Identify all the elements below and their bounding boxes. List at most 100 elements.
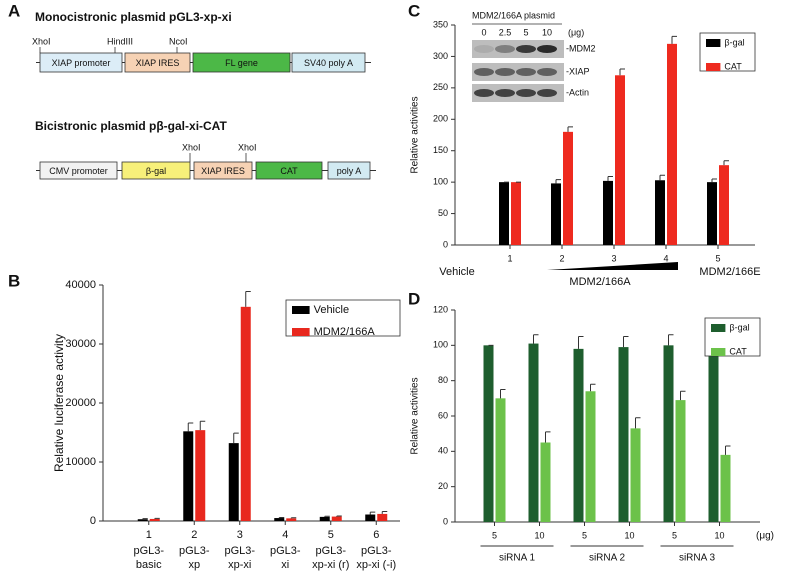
- site-label: XhoI: [238, 142, 257, 152]
- error-bar: [619, 68, 625, 76]
- element-label: CMV promoter: [49, 166, 108, 176]
- error-bar: [154, 517, 160, 519]
- error-bar: [725, 445, 731, 455]
- site-label: HindIII: [107, 36, 133, 46]
- bar: [573, 348, 584, 522]
- category-name: xp: [188, 559, 200, 571]
- blot-band: [537, 68, 557, 76]
- bar: [195, 430, 206, 521]
- category-name: pGL3-: [315, 545, 346, 557]
- error-bar: [607, 175, 613, 181]
- category-name: xi: [281, 559, 289, 571]
- category-name: basic: [136, 559, 162, 571]
- panel-label: D: [408, 289, 420, 308]
- plasmid-element: [327, 161, 371, 180]
- legend-label: β-gal: [729, 322, 749, 332]
- category-name: xp-xi: [228, 559, 251, 571]
- bar: [286, 518, 297, 521]
- x-tick-label: 2: [559, 253, 564, 263]
- bar: [707, 182, 717, 245]
- blot-band: [474, 89, 494, 97]
- dose-label: 5: [523, 27, 528, 37]
- error-bar: [723, 160, 729, 166]
- bar: [511, 182, 521, 245]
- bar: [551, 183, 561, 245]
- error-bar: [555, 179, 561, 184]
- y-tick-label: 40: [438, 446, 448, 456]
- bar: [720, 454, 731, 522]
- x-tick-label: 5: [672, 530, 677, 540]
- legend-swatch: [711, 348, 726, 356]
- blot-band: [516, 45, 536, 53]
- plasmid-element: [193, 161, 253, 180]
- blot-band: [516, 89, 536, 97]
- y-tick-label: 300: [433, 51, 448, 61]
- x-tick-label: 3: [237, 529, 243, 541]
- site-label: XhoI: [32, 36, 51, 46]
- bar: [240, 306, 251, 521]
- element-label: XIAP IRES: [136, 58, 180, 68]
- plasmid-element: [121, 161, 191, 180]
- bar: [149, 518, 160, 521]
- bar: [630, 428, 641, 522]
- dose-label: 0: [481, 27, 486, 37]
- y-tick-label: 50: [438, 208, 448, 218]
- panel-label: C: [408, 1, 420, 20]
- error-bar: [671, 35, 677, 44]
- error-bar: [187, 422, 194, 432]
- group-label: siRNA 2: [589, 553, 626, 564]
- x-tick-label: 1: [507, 253, 512, 263]
- y-tick-label: 40000: [65, 279, 96, 291]
- error-bar: [336, 515, 342, 517]
- y-tick-label: 10000: [65, 456, 96, 468]
- y-axis-title: Relative activities: [410, 96, 421, 173]
- x-tick-label: 6: [373, 529, 379, 541]
- x-tick-label: 1: [146, 529, 152, 541]
- bar: [137, 519, 148, 521]
- element-label: SV40 poly A: [304, 58, 353, 68]
- error-bar: [711, 178, 717, 183]
- bar: [585, 391, 596, 522]
- bar: [540, 442, 551, 522]
- bar: [563, 131, 573, 245]
- blot-band: [495, 89, 515, 97]
- legend-swatch: [711, 324, 726, 332]
- legend-label: β-gal: [724, 37, 744, 47]
- y-tick-label: 250: [433, 82, 448, 92]
- blot-band: [495, 45, 515, 53]
- bar: [495, 398, 506, 522]
- group-label: MDM2/166A: [569, 276, 631, 288]
- bar: [655, 180, 665, 245]
- x-tick-label: 5: [715, 253, 720, 263]
- element-label: FL gene: [225, 58, 258, 68]
- bar: [483, 345, 494, 522]
- error-bar: [142, 518, 148, 520]
- plasmid-title: Monocistronic plasmid pGL3-xp-xi: [35, 10, 232, 24]
- bar: [603, 180, 613, 245]
- bar: [228, 443, 239, 521]
- blot-title: MDM2/166A plasmid: [472, 10, 555, 20]
- group-label: Vehicle: [439, 266, 474, 278]
- bar: [675, 400, 686, 522]
- y-tick-label: 80: [438, 375, 448, 385]
- plasmid-element: [255, 161, 323, 180]
- bar: [667, 43, 677, 245]
- bar: [663, 345, 674, 522]
- panel-label: A: [8, 1, 20, 20]
- category-name: pGL3-: [361, 545, 392, 557]
- legend-swatch: [706, 39, 721, 47]
- category-name: xp-xi (-i): [356, 559, 396, 571]
- bar: [274, 518, 285, 521]
- y-tick-label: 0: [443, 239, 448, 249]
- blot-band: [537, 45, 557, 53]
- y-axis-title: Relative activities: [410, 377, 421, 454]
- dose-label: 10: [542, 27, 552, 37]
- x-tick-label: 4: [282, 529, 288, 541]
- bar: [499, 182, 509, 245]
- error-bar: [533, 334, 539, 344]
- unit-label: (μg): [756, 531, 774, 542]
- y-tick-label: 60: [438, 410, 448, 420]
- plasmid-element: [39, 52, 123, 73]
- legend-label: MDM2/166A: [314, 326, 376, 338]
- y-tick-label: 20000: [65, 397, 96, 409]
